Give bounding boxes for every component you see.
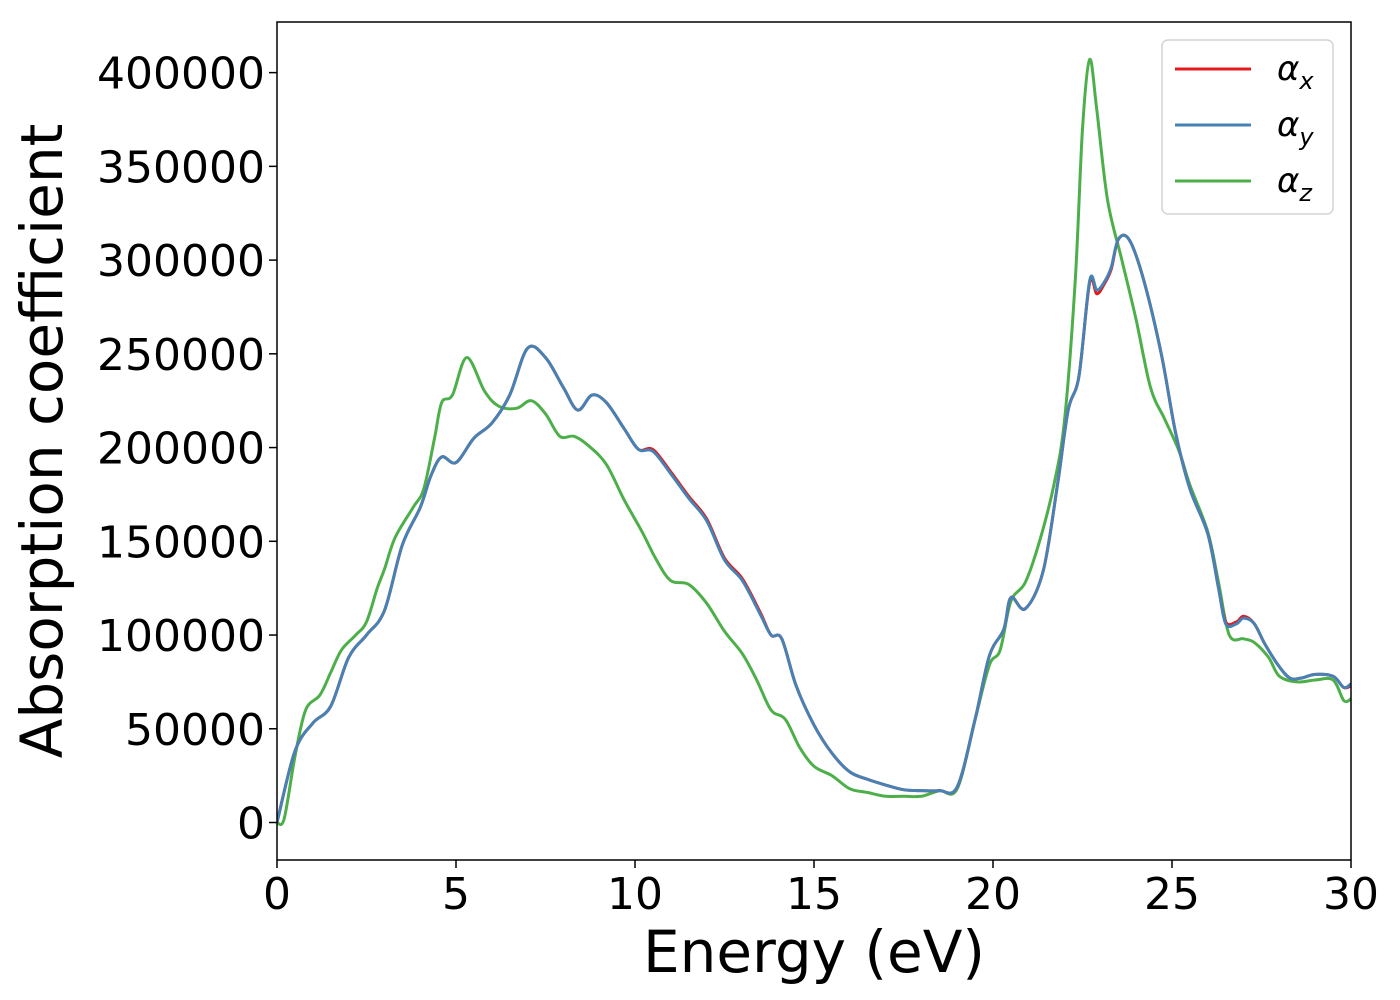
series-line-alpha-y bbox=[277, 233, 1351, 825]
y-tick-label: 200000 bbox=[97, 424, 265, 475]
y-axis-label: Absorption coefficient bbox=[8, 124, 76, 759]
y-tick-label: 0 bbox=[237, 799, 265, 850]
x-tick-label: 5 bbox=[442, 869, 470, 920]
series-line-alpha-x bbox=[277, 233, 1351, 825]
x-axis-label: Energy (eV) bbox=[643, 918, 985, 986]
y-tick-label: 350000 bbox=[97, 142, 265, 193]
x-tick-label: 0 bbox=[263, 869, 291, 920]
y-tick-label: 150000 bbox=[97, 517, 265, 568]
y-tick-label: 300000 bbox=[97, 236, 265, 287]
y-tick-label: 50000 bbox=[125, 705, 265, 756]
x-axis-ticks: 0 5 10 15 20 25 30 bbox=[263, 860, 1379, 920]
y-tick-label: 100000 bbox=[97, 611, 265, 662]
x-tick-label: 30 bbox=[1323, 869, 1379, 920]
series-line-alpha-z bbox=[277, 57, 1351, 827]
legend-box bbox=[1161, 39, 1334, 215]
x-tick-label: 15 bbox=[786, 869, 842, 920]
x-tick-label: 25 bbox=[1144, 869, 1200, 920]
x-tick-label: 20 bbox=[965, 869, 1021, 920]
y-axis-ticks: 0 50000 100000 150000 200000 250000 300000 3500… bbox=[97, 49, 277, 850]
x-tick-label: 10 bbox=[607, 869, 663, 920]
plot-lines bbox=[277, 57, 1351, 827]
y-tick-label: 400000 bbox=[97, 49, 265, 100]
y-tick-label: 250000 bbox=[97, 330, 265, 381]
plot-frame bbox=[276, 21, 1352, 861]
